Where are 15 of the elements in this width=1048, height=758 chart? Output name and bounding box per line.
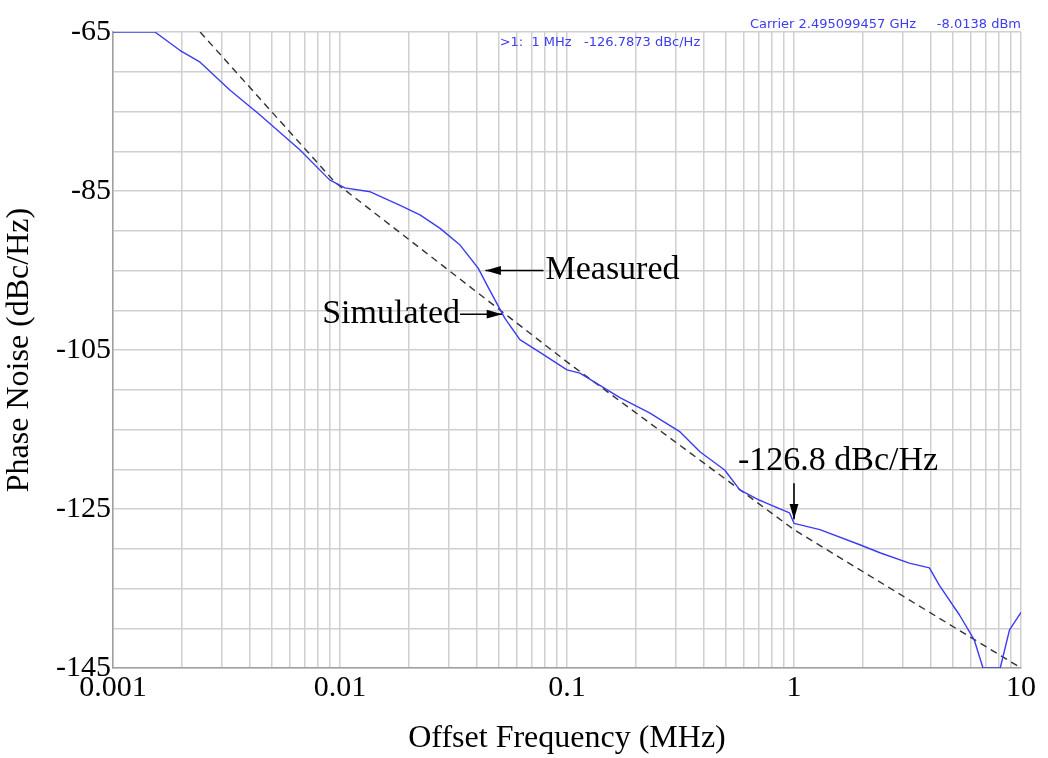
annotation: -126.8 dBc/Hz	[737, 440, 939, 478]
y-tick-label: -85	[71, 171, 111, 205]
x-tick-label: 10	[1006, 668, 1036, 702]
text: Carrier 2.495099457 GHz -8.0138 dBm	[749, 16, 1021, 31]
x-tick-label: 1	[786, 668, 802, 702]
annotation: >1: 1 MHz -126.7873 dBc/Hz	[499, 34, 701, 49]
annotation: Simulated	[322, 293, 461, 331]
x-axis-title: Offset Frequency (MHz)	[408, 718, 726, 755]
y-axis-title: Phase Noise (dBc/Hz)	[0, 207, 35, 493]
annotation: Measured	[545, 249, 680, 287]
x-tick-label: 0.01	[313, 668, 367, 702]
y-tick-label: -65	[71, 12, 111, 46]
y-tick-label: -105	[56, 330, 111, 364]
x-tick-label: 0.1	[548, 668, 586, 702]
y-tick-label: -125	[56, 489, 111, 523]
